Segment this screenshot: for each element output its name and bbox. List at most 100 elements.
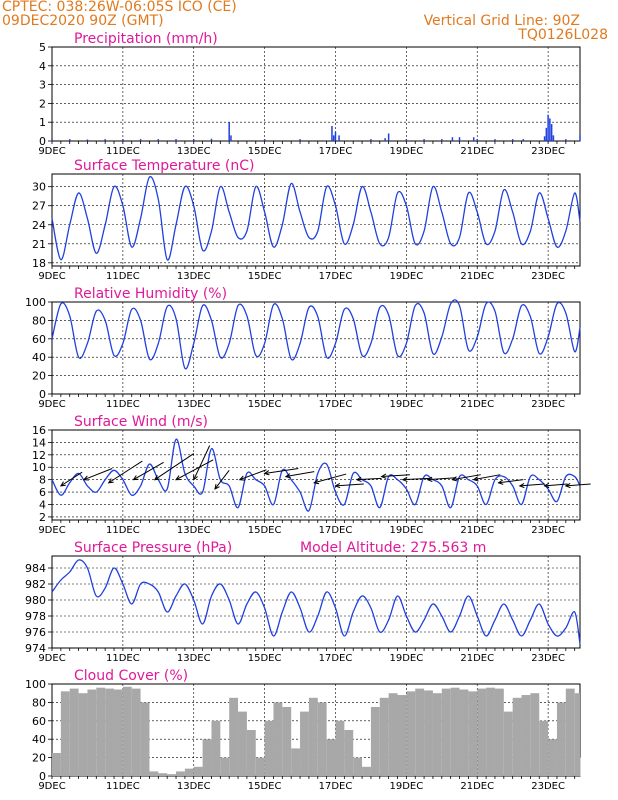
wind-vector-arrowhead — [193, 474, 198, 481]
precip-bar — [384, 138, 386, 141]
temp-xtick-label: 9DEC — [38, 271, 65, 282]
cloud-cover-bar — [131, 688, 141, 776]
precip-bar — [423, 139, 425, 141]
precip-ytick-label: 4 — [39, 60, 46, 73]
rh-series-line — [51, 299, 581, 370]
cloud-cover-bar — [370, 707, 380, 776]
precip-xtick-label: 13DEC — [177, 146, 211, 157]
wind-vector-arrowhead — [564, 482, 571, 489]
wind-vector-arrowhead — [426, 476, 433, 482]
cloud-cover-bar — [184, 768, 194, 776]
wind-vector-arrowhead — [401, 476, 408, 483]
pres-xtick-label: 13DEC — [177, 653, 211, 664]
precip-bar — [175, 139, 177, 141]
cloud-ytick-label: 40 — [32, 733, 46, 746]
cloud-cover-bar — [246, 730, 256, 776]
pres-ytick-label: 976 — [25, 626, 46, 639]
wind-vector-arrow — [335, 483, 364, 487]
temp-frame — [51, 173, 581, 267]
temp-xtick-label: 15DEC — [248, 271, 282, 282]
temp-xtick-label: 23DEC — [531, 271, 565, 282]
rh-title: Relative Humidity (%) — [74, 286, 227, 302]
wind-vector-arrow — [381, 474, 410, 478]
temp-ytick-label: 18 — [32, 257, 46, 270]
precip-bar — [331, 125, 333, 141]
wind-vector-arrowhead — [497, 479, 504, 485]
wind-vector-arrowhead — [174, 475, 182, 481]
precip-bar — [405, 139, 408, 141]
cloud-cover-bar — [317, 702, 327, 776]
wind-vector-arrow — [239, 469, 267, 481]
wind-vector-arrowhead — [313, 479, 320, 485]
wind-xtick-label: 13DEC — [177, 525, 211, 536]
wind-ytick-label: 14 — [32, 436, 46, 449]
wind-ytick-label: 4 — [39, 498, 46, 511]
wind-vector-arrowhead — [107, 478, 114, 484]
pres-xtick-label: 23DEC — [531, 653, 565, 664]
cloud-cover-bar — [450, 687, 460, 776]
wind-vector-arrow — [544, 483, 568, 487]
temp-xtick-label: 19DEC — [389, 271, 423, 282]
wind-vector-arrow — [60, 471, 83, 487]
pres-ytick-label: 980 — [25, 594, 46, 607]
wind-xtick-label: 15DEC — [248, 525, 282, 536]
precip-bar — [334, 131, 337, 141]
cloud-cover-bar — [335, 720, 345, 776]
wind-ytick-label: 8 — [39, 474, 46, 487]
cloud-ytick-label: 20 — [32, 752, 46, 765]
precip-bar — [104, 139, 106, 141]
precip-bar — [451, 137, 454, 141]
cloud-ytick-label: 100 — [25, 678, 46, 691]
cloud-cover-bar — [468, 691, 478, 776]
precip-xtick-label: 11DEC — [106, 146, 140, 157]
temp-title: Surface Temperature (nC) — [74, 158, 255, 174]
cloud-xtick-label: 17DEC — [319, 781, 353, 792]
wind-vector-arrow — [473, 474, 501, 481]
header-location: CPTEC: 038:26W-06:05S ICO (CE) — [2, 0, 237, 15]
temp-xtick-label: 11DEC — [106, 271, 140, 282]
temp-xtick-label: 21DEC — [460, 271, 494, 282]
cloud-cover-bar — [122, 686, 132, 776]
rh-ytick-label: 60 — [32, 333, 46, 346]
cloud-cover-bar — [273, 702, 283, 776]
header-grid-line: Vertical Grid Line: 90Z — [423, 13, 580, 29]
temp-ytick-label: 27 — [32, 200, 46, 213]
cloud-cover-bar — [149, 771, 159, 776]
rh-xtick-label: 19DEC — [389, 399, 423, 410]
cloud-cover-bar — [229, 697, 239, 776]
precip-bar — [545, 127, 548, 141]
wind-vector-arrowhead — [263, 470, 270, 476]
wind-vector-arrowhead — [543, 482, 550, 489]
cloud-cover-bar — [308, 697, 318, 776]
cloud-xtick-label: 13DEC — [177, 781, 211, 792]
pres-frame — [51, 555, 581, 649]
rh-ytick-label: 20 — [32, 370, 46, 383]
cloud-xtick-label: 9DEC — [38, 781, 65, 792]
rh-xtick-label: 21DEC — [460, 399, 494, 410]
wind-ytick-label: 16 — [32, 424, 46, 437]
cloud-cover-bar — [388, 693, 398, 776]
rh-xtick-label: 15DEC — [248, 399, 282, 410]
precip-frame — [51, 46, 581, 142]
wind-vector-arrow — [154, 453, 195, 481]
wind-vector-arrow — [264, 467, 299, 474]
precip-bar — [192, 139, 195, 141]
cloud-cover-bar — [69, 688, 79, 776]
precip-xtick-label: 21DEC — [460, 146, 494, 157]
pres-series-line — [51, 559, 581, 645]
wind-title: Surface Wind (m/s) — [74, 414, 208, 430]
precip-bar — [458, 137, 461, 141]
cloud-cover-bar — [512, 697, 522, 776]
cloud-cover-bar — [379, 697, 389, 776]
cloud-cover-bar — [60, 691, 70, 776]
pres-ytick-label: 974 — [25, 642, 46, 655]
cloud-cover-bar — [406, 691, 416, 776]
cloud-cover-bar — [503, 711, 513, 776]
cloud-cover-bar — [362, 766, 371, 776]
cloud-xtick-label: 23DEC — [531, 781, 565, 792]
precip-ytick-label: 2 — [39, 97, 46, 110]
temp-xtick-label: 13DEC — [177, 271, 211, 282]
wind-vector-arrowhead — [472, 476, 479, 482]
pres-xtick-label: 17DEC — [319, 653, 353, 664]
rh-xtick-label: 17DEC — [319, 399, 353, 410]
